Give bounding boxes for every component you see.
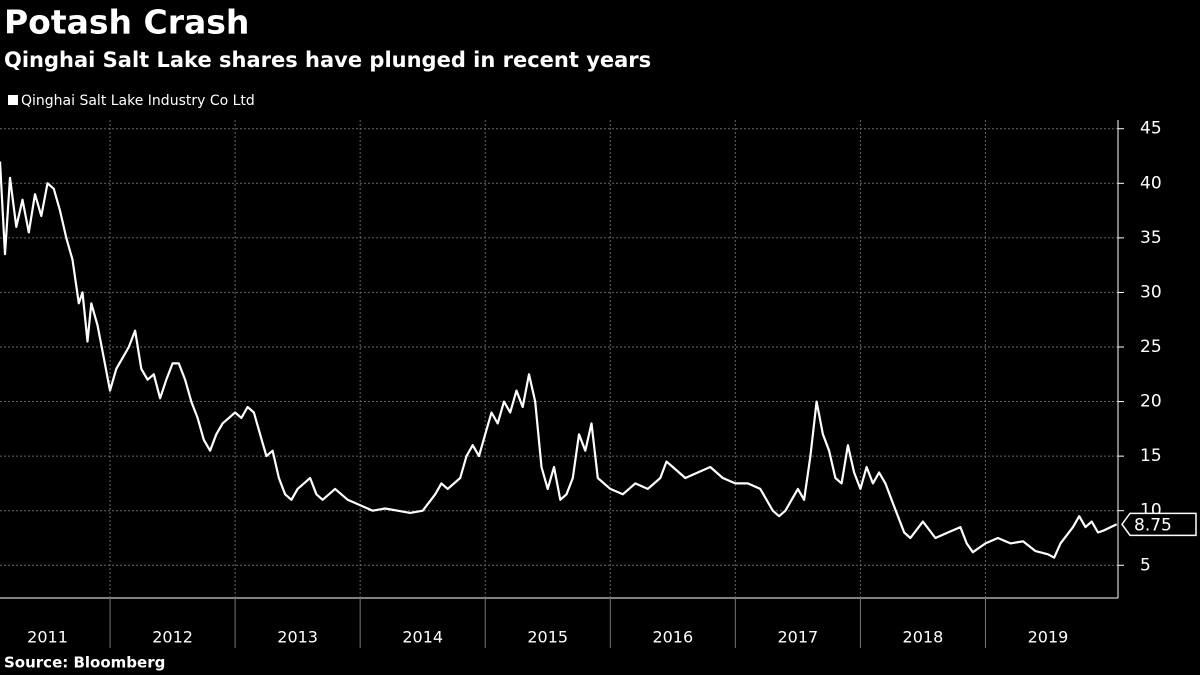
chart-title: Potash Crash: [4, 3, 249, 42]
y-tick-label: 30: [1140, 282, 1162, 302]
x-tick-label: 2015: [527, 628, 568, 647]
x-tick-label: 2014: [402, 628, 443, 647]
x-tick-label: 2011: [27, 628, 68, 647]
x-tick-label: 2019: [1028, 628, 1069, 647]
line: [0, 161, 1118, 559]
chart-subtitle: Qinghai Salt Lake shares have plunged in…: [4, 48, 651, 72]
x-tick-label: 2013: [277, 628, 318, 647]
x-tick-label: 2012: [152, 628, 193, 647]
x-tick-label: 2017: [777, 628, 818, 647]
y-tick-label: 15: [1140, 446, 1162, 466]
last-value-box: [1121, 512, 1197, 537]
x-tick-label: 2016: [652, 628, 693, 647]
legend-swatch: [8, 95, 18, 105]
last-value-label: 8.75: [1134, 515, 1172, 535]
y-tick-label: 45: [1140, 119, 1162, 139]
y-tick-label: 5: [1140, 555, 1151, 575]
y-tick-label: 20: [1140, 392, 1162, 412]
x-tick-label: 2018: [903, 628, 944, 647]
legend-label: Qinghai Salt Lake Industry Co Ltd: [21, 93, 255, 109]
y-tick-label: 40: [1140, 173, 1162, 193]
y-tick-label: 35: [1140, 228, 1162, 248]
source: Source: Bloomberg: [4, 654, 165, 672]
y-tick-label: 25: [1140, 337, 1162, 357]
